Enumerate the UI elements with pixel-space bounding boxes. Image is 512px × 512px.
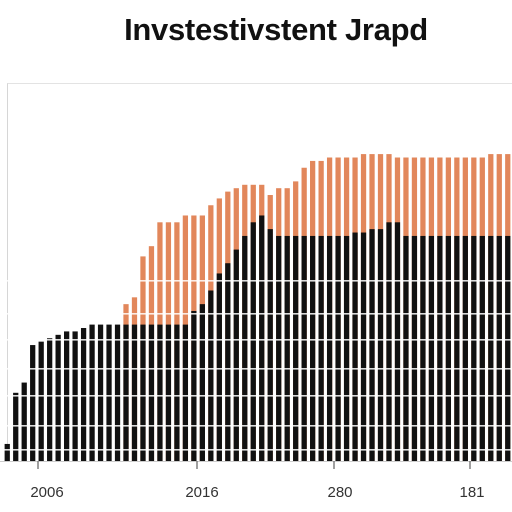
bar-black xyxy=(55,334,61,461)
x-tick-label: 181 xyxy=(459,484,485,501)
bar-black xyxy=(445,235,452,461)
bar-black xyxy=(182,324,189,461)
stripe-line xyxy=(0,313,512,315)
bar-black xyxy=(343,235,350,461)
bar-black xyxy=(242,235,248,461)
bar-black xyxy=(352,232,358,461)
bar-black xyxy=(259,215,265,461)
bar-black xyxy=(505,235,511,461)
bar-black xyxy=(488,235,494,461)
bar-black xyxy=(326,235,333,461)
bar-black xyxy=(97,324,104,461)
bar-black xyxy=(267,229,273,461)
bar-black xyxy=(21,382,27,461)
bar-black xyxy=(199,304,205,461)
bar-black xyxy=(38,341,44,461)
bar-black xyxy=(89,324,95,461)
bar-black xyxy=(47,338,53,461)
bar-black xyxy=(428,235,435,461)
stripe-line xyxy=(0,339,512,341)
bar-black xyxy=(462,235,468,461)
stripe-line xyxy=(0,368,512,370)
bar-black xyxy=(454,235,460,461)
bar-black xyxy=(403,235,409,461)
stripe-line xyxy=(0,425,512,427)
bar-black xyxy=(80,328,87,461)
bar-black xyxy=(335,235,341,461)
bar-black xyxy=(293,235,299,461)
bar-black xyxy=(225,263,231,461)
bar-black xyxy=(284,235,290,461)
bar-black xyxy=(131,324,138,461)
bar-black xyxy=(148,324,155,461)
bar-black xyxy=(157,324,163,461)
bar-black xyxy=(233,249,239,461)
stripe-line xyxy=(0,395,512,397)
x-tick-label: 280 xyxy=(327,484,353,501)
bar-black xyxy=(411,235,418,461)
bar-black xyxy=(216,273,222,461)
bar-black xyxy=(360,232,367,461)
bar-black xyxy=(140,324,146,461)
stripe-line xyxy=(0,449,512,451)
bar-black xyxy=(386,222,392,461)
chart-title: Invstestivstent Jrapd xyxy=(124,12,428,47)
plot-area xyxy=(7,83,512,461)
bar-black xyxy=(369,229,375,461)
bar-black xyxy=(377,229,384,461)
bar-black xyxy=(276,235,282,461)
bar-black xyxy=(471,235,477,461)
bar-black xyxy=(30,345,36,461)
bar-black xyxy=(174,324,180,461)
bar-black xyxy=(123,324,129,461)
bar-black xyxy=(4,443,10,461)
bar-black xyxy=(310,235,316,461)
bar-black xyxy=(114,324,121,461)
bar-black xyxy=(496,235,502,461)
bar-black xyxy=(301,235,307,461)
stripe-line xyxy=(0,280,512,282)
bar-black xyxy=(106,324,112,461)
bar-black xyxy=(394,222,401,461)
bar-black xyxy=(420,235,426,461)
bar-black xyxy=(191,310,197,461)
bar-black xyxy=(250,222,256,461)
bar-black xyxy=(13,392,19,461)
bar-black xyxy=(208,290,214,461)
bar-black xyxy=(437,235,443,461)
x-tick-label: 2006 xyxy=(30,484,64,501)
x-tick-label: 2016 xyxy=(185,484,219,501)
bar-black xyxy=(479,235,485,461)
bar-black xyxy=(318,235,324,461)
bar-black xyxy=(165,324,172,461)
